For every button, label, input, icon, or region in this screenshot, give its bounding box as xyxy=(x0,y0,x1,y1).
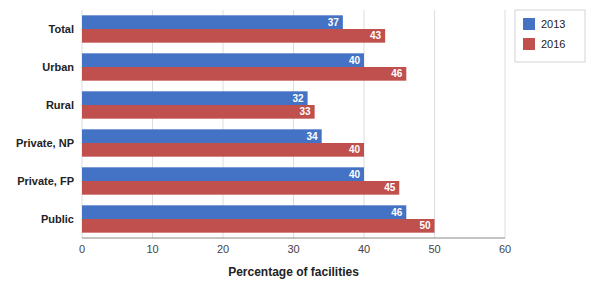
chart-container: 0 10 20 30 40 50 60 Percentage of facilities 37 4… xyxy=(0,0,597,284)
data-label: 33 xyxy=(300,106,312,117)
legend-label: 2013 xyxy=(541,18,565,30)
x-tick-label: 20 xyxy=(217,243,229,255)
category-label: Private, NP xyxy=(16,137,74,149)
x-tick-label: 0 xyxy=(79,243,85,255)
bar xyxy=(82,167,364,181)
data-labels: 37 43 40 46 32 33 34 40 40 45 46 50 xyxy=(292,17,430,232)
x-tick-label: 10 xyxy=(146,243,158,255)
bar xyxy=(82,15,343,29)
legend-label: 2016 xyxy=(541,38,565,50)
bar xyxy=(82,105,315,119)
data-label: 46 xyxy=(391,207,403,218)
x-tick-label: 40 xyxy=(358,243,370,255)
data-label: 40 xyxy=(349,169,361,180)
data-label: 40 xyxy=(349,144,361,155)
category-label: Total xyxy=(49,23,74,35)
grid-line xyxy=(223,10,224,238)
grid-line xyxy=(293,10,294,238)
category-label: Public xyxy=(41,213,74,225)
data-label: 50 xyxy=(419,220,431,231)
bar xyxy=(82,53,364,67)
data-label: 34 xyxy=(307,131,319,142)
legend-frame xyxy=(515,10,585,62)
bar xyxy=(82,205,406,219)
chart-svg: 0 10 20 30 40 50 60 Percentage of facilities 37 4… xyxy=(0,0,597,284)
x-tick-label: 60 xyxy=(499,243,511,255)
legend-swatch xyxy=(523,18,535,30)
x-axis-line xyxy=(82,238,505,239)
bars xyxy=(82,15,435,232)
data-label: 37 xyxy=(328,17,340,28)
category-label: Urban xyxy=(42,61,74,73)
grid-line xyxy=(152,10,153,238)
x-axis-label: Percentage of facilities xyxy=(228,265,359,279)
legend-swatch xyxy=(523,38,535,50)
legend: 2013 2016 xyxy=(515,10,585,62)
bar xyxy=(82,129,322,143)
grid-line xyxy=(434,10,435,238)
grid-line xyxy=(505,10,506,238)
grid-line xyxy=(82,10,83,238)
bar xyxy=(82,67,406,81)
x-tick-label: 50 xyxy=(428,243,440,255)
grid-line xyxy=(364,10,365,238)
bar xyxy=(82,29,385,43)
grid xyxy=(82,10,505,238)
category-label: Rural xyxy=(46,99,74,111)
data-label: 46 xyxy=(391,68,403,79)
data-label: 32 xyxy=(292,93,304,104)
data-label: 45 xyxy=(384,182,396,193)
x-tick-label: 30 xyxy=(287,243,299,255)
bar xyxy=(82,181,399,195)
bar xyxy=(82,91,308,105)
bar xyxy=(82,143,364,157)
bar xyxy=(82,219,435,233)
data-label: 43 xyxy=(370,30,382,41)
category-label: Private, FP xyxy=(17,175,74,187)
data-label: 40 xyxy=(349,55,361,66)
